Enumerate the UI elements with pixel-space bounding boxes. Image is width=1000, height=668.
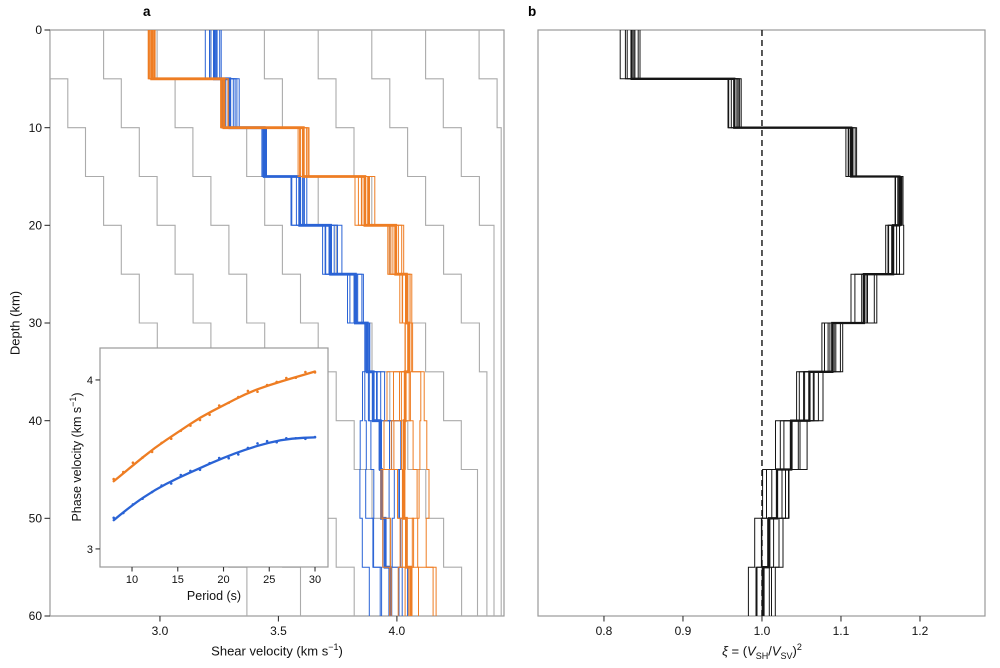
panel_b-profiles <box>619 30 905 616</box>
anisotropy-ensemble-median <box>630 30 901 616</box>
panel_a-xtick-label: 3.5 <box>270 624 287 638</box>
orange-dispersion-curve-point <box>189 424 192 427</box>
inset-xtick-label: 15 <box>172 574 184 586</box>
panel_b-xtick-label: 1.0 <box>754 624 771 638</box>
blue-dispersion-curve-point <box>179 473 183 477</box>
panel_a-ytick-label: 10 <box>29 121 43 135</box>
blue-dispersion-curve-point <box>294 437 298 440</box>
panel_b-xtick-label: 0.8 <box>596 624 613 638</box>
blue-dispersion-curve-point <box>304 437 307 441</box>
panel_b-xtick-label: 0.9 <box>675 624 692 638</box>
panel-a-yaxis-label: Depth (km) <box>7 290 23 356</box>
orange-dispersion-curve-point <box>256 390 259 394</box>
panel_b: 0.8 0.9 1.0 1.1 1.2 <box>537 29 986 638</box>
panel_a-ytick-label: 30 <box>29 316 43 330</box>
panel_b-xtick-label: 1.2 <box>912 624 929 638</box>
panel_a-xtick-label: 4.0 <box>389 624 406 638</box>
panel-b-label: b <box>528 4 537 19</box>
inset-yaxis-label: Phase velocity (km s−1) <box>67 392 85 522</box>
inset-ytick-label: 4 <box>87 375 93 387</box>
inset-xtick-label: 20 <box>217 574 229 586</box>
panel_a-ytick-label: 0 <box>35 23 42 37</box>
panel-a-label: a <box>143 4 151 19</box>
blue-dispersion-curve-point <box>141 497 144 501</box>
inset-xaxis-label: Period (s) <box>186 589 242 603</box>
orange-dispersion-curve-point <box>217 404 221 407</box>
orange-dispersion-curve-point <box>304 370 307 374</box>
inset-xtick-label: 10 <box>126 574 138 586</box>
blue-dispersion-curve-point <box>256 442 259 445</box>
orange-velocity-ensemble-median <box>150 30 413 616</box>
panel-a-xaxis-label: Shear velocity (km s−1) <box>211 642 343 659</box>
panel_b-xtick-label: 1.1 <box>833 624 850 638</box>
inset-xtick-label: 25 <box>263 574 275 586</box>
orange-dispersion-curve-point <box>208 413 211 417</box>
blue-dispersion-curve-point <box>227 456 230 460</box>
blue-dispersion-curve-point <box>131 503 135 506</box>
inset: 10 15 20 25 30 4 3 <box>87 347 329 586</box>
panel_a-xtick-label: 3.0 <box>152 624 169 638</box>
orange-dispersion-curve-point <box>246 389 250 393</box>
blue-dispersion-curve-point <box>246 446 250 450</box>
blue-dispersion-curve-point <box>275 440 279 444</box>
panel_a-ytick-label: 60 <box>29 609 43 623</box>
orange-dispersion-curve-point <box>150 450 154 454</box>
blue-dispersion-curve-point <box>285 437 288 440</box>
blue-dispersion-curve-point <box>237 453 240 456</box>
blue-dispersion-curve-point <box>217 456 221 460</box>
inset-xtick-label: 30 <box>309 574 321 586</box>
orange-dispersion-curve-point <box>294 376 298 380</box>
orange-dispersion-curve-point <box>198 418 202 422</box>
orange-dispersion-curve-point <box>313 371 317 374</box>
orange-dispersion-curve-point <box>122 470 125 474</box>
blue-dispersion-curve-point <box>265 439 269 443</box>
orange-dispersion-curve-point <box>160 441 163 445</box>
blue-dispersion-curve-point <box>198 468 202 472</box>
panel-b-xaxis-label: ξ = (VSH/VSV)2 <box>722 642 802 661</box>
panel_a-ytick-label: 50 <box>29 512 43 526</box>
blue-dispersion-curve-point <box>112 516 115 520</box>
orange-dispersion-curve-point <box>112 477 115 481</box>
orange-dispersion-curve-point <box>227 401 230 405</box>
gray-prior-profile <box>478 30 502 616</box>
gray-prior-profile <box>425 30 495 616</box>
blue-dispersion-curve-point <box>122 511 125 515</box>
gray-prior-profile <box>371 30 488 616</box>
orange-dispersion-curve-point <box>237 395 240 399</box>
inset-ytick-label: 3 <box>87 544 93 556</box>
blue-dispersion-curve-point <box>208 461 211 465</box>
orange-dispersion-curve-point <box>265 383 269 387</box>
blue-dispersion-curve-point <box>313 435 317 439</box>
blue-dispersion-curve-point <box>169 482 173 485</box>
blue-dispersion-curve-point <box>160 484 163 487</box>
blue-dispersion-curve-point <box>189 469 192 473</box>
orange-dispersion-curve-point <box>131 461 135 465</box>
orange-dispersion-curve-point <box>141 456 144 459</box>
orange-dispersion-curve-point <box>169 437 173 441</box>
orange-dispersion-curve-point <box>275 380 279 384</box>
panel_a-ytick-label: 20 <box>29 219 43 233</box>
orange-dispersion-curve-point <box>179 429 183 433</box>
panel_a-ytick-label: 40 <box>29 414 43 428</box>
blue-dispersion-curve-point <box>150 490 154 494</box>
inset-frame <box>99 347 329 568</box>
orange-dispersion-curve-point <box>285 376 288 380</box>
